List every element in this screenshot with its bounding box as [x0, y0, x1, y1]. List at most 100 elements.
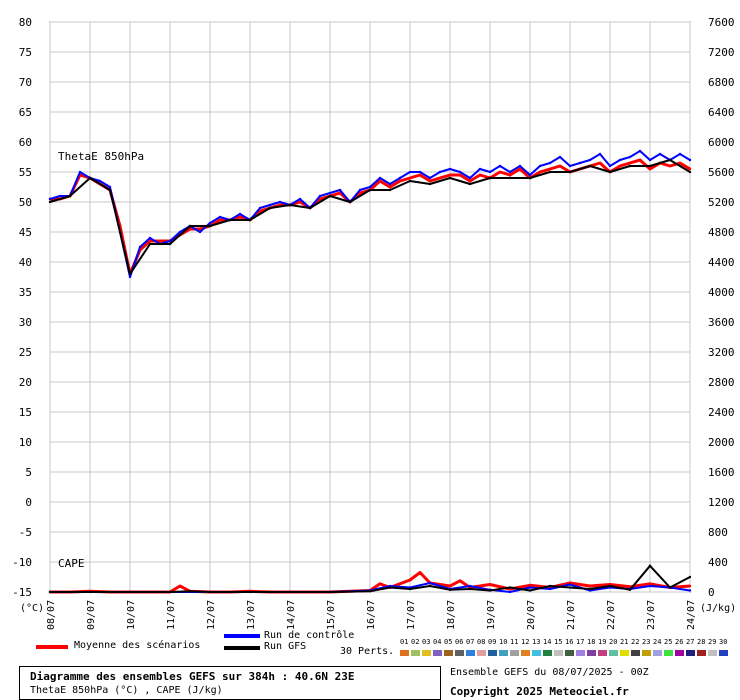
- left-tick-label: 60: [19, 136, 32, 149]
- pert-swatch: [554, 650, 563, 656]
- series-point: [348, 200, 352, 204]
- legend-gfs-label: Run GFS: [264, 641, 307, 652]
- pert-swatch: [543, 650, 552, 656]
- right-axis-unit: (J/kg): [700, 603, 736, 614]
- series-point: [488, 170, 492, 174]
- series-point: [58, 194, 62, 198]
- pert-swatch: [411, 650, 420, 656]
- series-point: [418, 571, 422, 574]
- left-tick-label: 35: [19, 286, 32, 299]
- right-tick-label: 6400: [708, 106, 735, 119]
- series-point: [488, 589, 492, 592]
- series-point: [638, 158, 642, 162]
- series-point: [198, 227, 202, 231]
- series-point: [528, 176, 532, 180]
- series-point: [508, 176, 512, 180]
- series-point: [398, 179, 402, 183]
- footer-run: Ensemble GEFS du 08/07/2025 - 00Z: [450, 667, 649, 678]
- pert-label: 26: [675, 638, 684, 646]
- series-point: [548, 170, 552, 174]
- series-point: [548, 161, 552, 165]
- series-point: [168, 239, 172, 243]
- series-point: [668, 586, 672, 589]
- series-point: [108, 185, 112, 189]
- series-point: [508, 170, 512, 174]
- right-tick-label: 5200: [708, 196, 735, 209]
- series-point: [608, 164, 612, 168]
- series-point: [128, 275, 132, 279]
- series-point: [408, 578, 412, 582]
- series-point: [368, 188, 372, 192]
- series-point: [98, 179, 102, 183]
- series-point: [588, 587, 592, 591]
- x-tick-label: 24/07: [686, 600, 697, 630]
- series-point: [388, 182, 392, 186]
- pert-label: 27: [686, 638, 695, 646]
- series-point: [628, 588, 632, 591]
- pert-swatch: [422, 650, 431, 656]
- right-tick-label: 4400: [708, 256, 735, 269]
- series-point: [598, 161, 602, 165]
- pert-label: 25: [664, 638, 673, 646]
- series-point: [648, 582, 652, 585]
- series-point: [328, 191, 332, 195]
- series-point: [268, 206, 272, 210]
- x-tick-label: 23/07: [646, 600, 657, 630]
- left-tick-label: 40: [19, 256, 32, 269]
- x-tick-label: 10/07: [126, 600, 137, 630]
- series-point: [648, 584, 652, 588]
- series-point: [178, 584, 182, 588]
- pert-swatch: [620, 650, 629, 656]
- x-tick-label: 08/07: [46, 600, 57, 630]
- series-point: [188, 227, 192, 231]
- series-point: [668, 164, 672, 168]
- x-tick-label: 19/07: [486, 600, 497, 630]
- right-axis-ticks: 7600720068006400600056005200480044004000…: [708, 16, 735, 599]
- series-point: [628, 161, 632, 165]
- right-tick-label: 2400: [708, 406, 735, 419]
- series-point: [188, 590, 192, 593]
- series-point: [238, 212, 242, 216]
- pert-label: 18: [587, 638, 596, 646]
- pert-swatch: [642, 650, 651, 656]
- series-group: [48, 149, 692, 594]
- pert-label: 17: [576, 638, 585, 646]
- x-tick-label: 09/07: [86, 600, 97, 630]
- series-point: [608, 584, 612, 588]
- pert-label: 28: [697, 638, 706, 646]
- legend-control-label: Run de contrôle: [264, 630, 355, 641]
- series-point: [658, 152, 662, 156]
- series-point: [618, 158, 622, 162]
- series-point: [538, 164, 542, 168]
- right-tick-label: 1600: [708, 466, 735, 479]
- series-point: [398, 176, 402, 180]
- grid: [49, 21, 691, 593]
- series-point: [148, 242, 152, 246]
- right-tick-label: 0: [708, 586, 715, 599]
- series-point: [468, 179, 472, 183]
- pert-label: 09: [488, 638, 497, 646]
- series-point: [308, 206, 312, 210]
- pert-swatch: [477, 650, 486, 656]
- right-tick-label: 800: [708, 526, 728, 539]
- series-point: [588, 164, 592, 168]
- series-point: [258, 209, 262, 213]
- series-point: [648, 164, 652, 168]
- series-point: [428, 182, 432, 186]
- x-tick-label: 18/07: [446, 600, 457, 630]
- x-tick-label: 21/07: [566, 600, 577, 630]
- series-point: [318, 194, 322, 198]
- series-point: [678, 152, 682, 156]
- series-point: [428, 584, 432, 588]
- series-point: [688, 575, 692, 579]
- series-point: [178, 230, 182, 234]
- series-point: [518, 164, 522, 168]
- left-tick-label: 10: [19, 436, 32, 449]
- x-tick-label: 12/07: [206, 600, 217, 630]
- series-point: [428, 176, 432, 180]
- series-point: [388, 188, 392, 192]
- pert-swatch: [400, 650, 409, 656]
- pert-swatch: [653, 650, 662, 656]
- footer-copyright: Copyright 2025 Meteociel.fr: [450, 685, 629, 698]
